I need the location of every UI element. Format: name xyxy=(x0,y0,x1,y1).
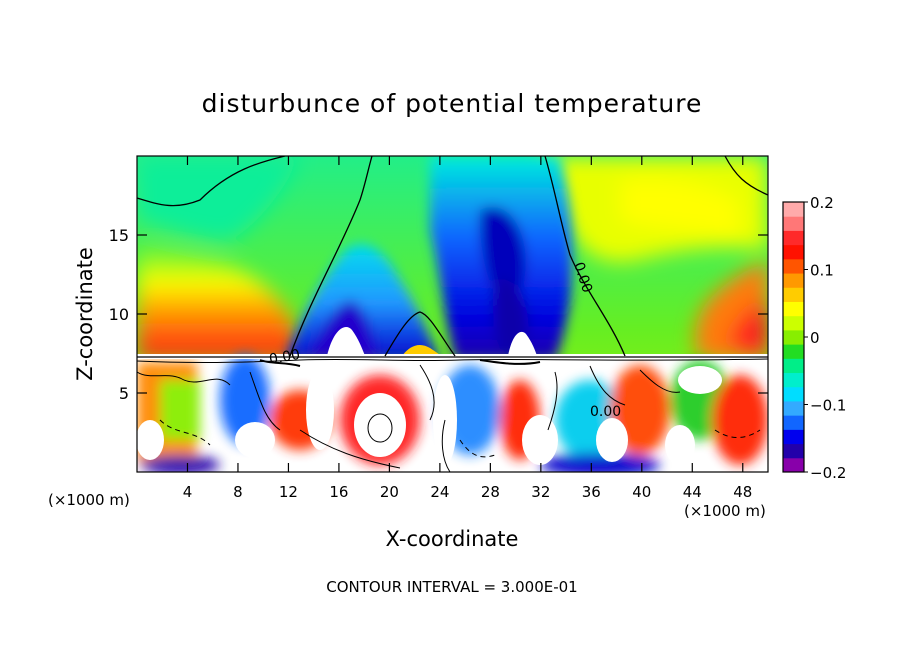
x-tick-label: 16 xyxy=(329,483,348,501)
colorbar-tick-label: 0.2 xyxy=(810,194,834,212)
colorbar-swatch xyxy=(783,287,804,302)
colorbar-ticks: 0.2 0.1 0 −0.1 −0.2 xyxy=(804,194,846,482)
x-tick-label: 32 xyxy=(531,483,550,501)
x-unit-right: (×1000 m) xyxy=(684,502,766,520)
colorbar-tick-label: −0.2 xyxy=(810,464,846,482)
colorbar-swatch xyxy=(783,415,804,430)
colorbar-swatch xyxy=(783,258,804,274)
contour-interval-note: CONTOUR INTERVAL = 3.000E-01 xyxy=(326,578,577,596)
colorbar-swatch xyxy=(783,443,804,459)
y-tick-label: 10 xyxy=(109,305,129,324)
x-tick-label: 28 xyxy=(481,483,500,501)
colorbar-swatch xyxy=(783,216,804,231)
x-unit-left: (×1000 m) xyxy=(48,491,130,509)
colorbar-swatch xyxy=(783,386,804,402)
colorbar-swatch xyxy=(783,230,804,246)
colorbar-tick-label: 0 xyxy=(810,329,820,347)
colorbar-swatch xyxy=(783,344,804,359)
x-tick-label: 40 xyxy=(632,483,651,501)
colorbar xyxy=(782,201,805,473)
x-tick-label: 12 xyxy=(279,483,298,501)
colorbar-swatch xyxy=(783,273,804,288)
colorbar-swatch xyxy=(783,457,804,473)
colorbar-swatch xyxy=(783,301,804,317)
x-axis-ticks: 4 8 12 16 20 24 28 32 36 40 44 48 xyxy=(183,156,752,501)
contour-label: 0.00 xyxy=(590,404,621,420)
x-tick-label: 4 xyxy=(183,483,193,501)
y-axis-label: Z-coordinate xyxy=(73,247,97,381)
colorbar-swatch xyxy=(783,329,804,345)
chart-title: disturbunce of potential temperature xyxy=(202,89,703,118)
x-tick-label: 48 xyxy=(733,483,752,501)
colorbar-swatch xyxy=(783,400,804,416)
x-tick-label: 20 xyxy=(380,483,399,501)
contour-label: 0.00 xyxy=(268,347,301,368)
colorbar-swatch xyxy=(783,202,804,217)
x-tick-label: 44 xyxy=(683,483,702,501)
y-axis-ticks: 5 10 15 xyxy=(109,226,768,403)
colorbar-swatch xyxy=(783,372,804,388)
x-tick-label: 36 xyxy=(582,483,601,501)
colorbar-swatch xyxy=(783,358,804,374)
y-tick-label: 15 xyxy=(109,226,129,245)
x-axis-label: X-coordinate xyxy=(386,527,519,551)
colorbar-swatch xyxy=(783,315,804,331)
heatmap-field xyxy=(137,156,768,472)
colorbar-swatch xyxy=(783,244,804,260)
x-tick-label: 24 xyxy=(430,483,449,501)
colorbar-swatch xyxy=(783,429,804,445)
colorbar-tick-label: −0.1 xyxy=(810,397,846,415)
x-tick-label: 8 xyxy=(233,483,243,501)
colorbar-tick-label: 0.1 xyxy=(810,262,834,280)
y-tick-label: 5 xyxy=(119,384,129,403)
